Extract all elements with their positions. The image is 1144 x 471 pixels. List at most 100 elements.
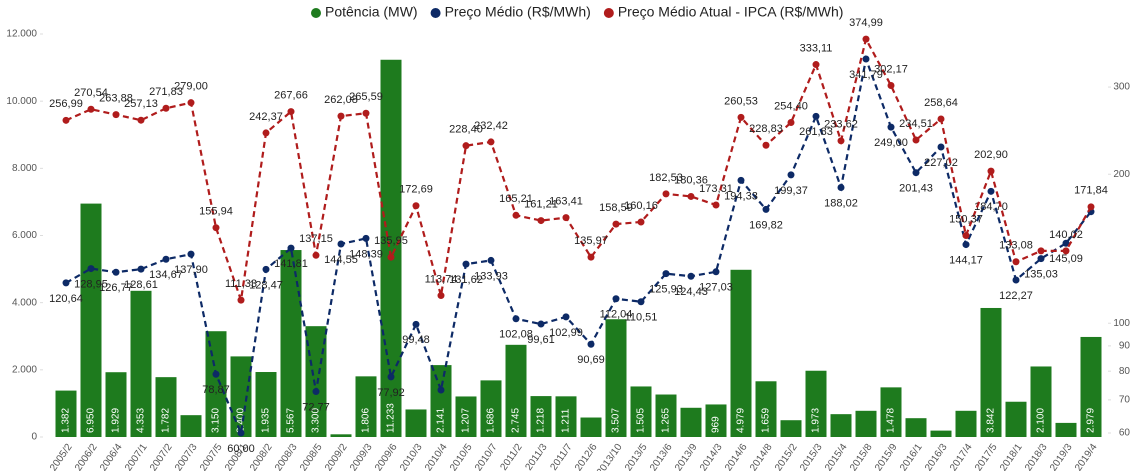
point	[337, 112, 345, 120]
x-tick-label: 2007/3	[173, 442, 200, 471]
point	[187, 99, 195, 107]
x-tick-label: 2013/10	[595, 442, 625, 471]
point-value-label: 163,41	[549, 196, 583, 208]
point-value-label: 182,53	[649, 172, 683, 184]
x-tick-label: 2018/1	[998, 442, 1025, 471]
bar	[1080, 336, 1102, 437]
point	[637, 298, 645, 306]
point	[162, 104, 170, 112]
bar-value-label: 1.659	[761, 408, 772, 433]
point-value-label: 302,17	[874, 63, 908, 75]
bar-value-label: 1.478	[886, 408, 897, 433]
y2-tick-label: 70	[1119, 395, 1131, 406]
bar-value-label: 1.782	[161, 408, 172, 433]
bar	[330, 434, 352, 437]
point	[337, 240, 345, 248]
point	[662, 270, 670, 278]
bar	[605, 319, 627, 437]
point	[837, 183, 845, 191]
point	[1037, 247, 1045, 255]
y-tick-label: 10.000	[6, 96, 37, 107]
point-value-label: 102,08	[499, 329, 533, 341]
point	[1012, 276, 1020, 284]
point-value-label: 169,82	[749, 219, 783, 231]
point	[287, 108, 295, 116]
point-value-label: 99,61	[527, 334, 555, 346]
x-tick-label: 2015/3	[798, 442, 825, 471]
point-value-label: 160,16	[624, 200, 658, 212]
bar-value-label: 3.300	[311, 408, 322, 433]
point-value-label: 333,11	[800, 42, 833, 54]
point-value-label: 242,37	[249, 111, 283, 123]
bar	[530, 396, 552, 437]
point-value-label: 228,83	[749, 123, 783, 135]
point-value-label: 279,00	[174, 81, 208, 93]
bar-value-label: 2.979	[1086, 408, 1097, 433]
point-value-label: 260,53	[724, 95, 758, 107]
bar	[480, 380, 502, 437]
point-value-label: 78,87	[202, 384, 230, 396]
point	[362, 109, 370, 117]
bar-value-label: 3.150	[211, 408, 222, 433]
point	[137, 265, 145, 273]
point	[937, 143, 945, 151]
point	[687, 272, 695, 280]
point	[887, 82, 895, 90]
point-value-label: 265,59	[349, 91, 383, 103]
point	[762, 141, 770, 149]
point-value-label: 128,95	[74, 278, 108, 290]
point-value-label: 60,00	[227, 443, 255, 455]
bar	[355, 376, 377, 437]
bar	[155, 377, 177, 437]
bar	[930, 430, 952, 437]
point	[962, 241, 970, 249]
bar-value-label: 1.935	[261, 408, 272, 433]
x-tick-label: 2015/8	[848, 442, 875, 471]
point-value-label: 137,90	[174, 264, 208, 276]
point	[437, 292, 445, 300]
point-value-label: 144,55	[324, 254, 358, 266]
point	[312, 251, 320, 259]
point-value-label: 262,08	[324, 94, 358, 106]
bar	[205, 331, 227, 437]
point	[612, 295, 620, 303]
bar-value-label: 1.218	[536, 408, 547, 433]
bar	[705, 404, 727, 437]
bar	[805, 370, 827, 437]
legend: Potência (MW) Preço Médio (R$/MWh) Preço M…	[311, 4, 843, 20]
point	[512, 315, 520, 323]
point	[62, 279, 70, 287]
legend-marker	[311, 8, 321, 18]
x-tick-label: 2010/3	[398, 442, 425, 471]
bar-value-label: 2.400	[236, 408, 247, 433]
point-value-label: 188,02	[824, 197, 858, 209]
bar	[655, 394, 677, 437]
y-tick-label: 4.000	[12, 297, 37, 308]
point-value-label: 267,66	[274, 89, 308, 101]
point-value-label: 133,08	[999, 240, 1033, 252]
x-tick-label: 2011/7	[548, 442, 574, 471]
point	[637, 218, 645, 226]
point-value-label: 234,51	[899, 118, 933, 130]
point	[387, 253, 395, 261]
bar-value-label: 1.211	[561, 408, 572, 433]
point-value-label: 122,27	[999, 290, 1033, 302]
y-tick-label: 8.000	[12, 163, 37, 174]
point	[737, 176, 745, 184]
x-tick-label: 2013/9	[673, 442, 700, 471]
bar-value-label: 2.141	[436, 408, 447, 433]
point-value-label: 113,74	[425, 273, 458, 285]
point	[412, 320, 420, 328]
legend-label: Preço Médio (R$/MWh)	[445, 4, 591, 20]
bar-value-label: 3.507	[611, 408, 622, 433]
point	[587, 253, 595, 261]
x-tick-label: 2008/3	[273, 442, 300, 471]
bar	[380, 59, 402, 437]
bar-value-label: 6.950	[86, 408, 97, 433]
point-value-label: 148,39	[349, 248, 383, 260]
bar	[580, 417, 602, 437]
point-value-label: 144,17	[949, 254, 983, 266]
point-value-label: 180,36	[674, 174, 708, 186]
bar	[55, 390, 77, 437]
